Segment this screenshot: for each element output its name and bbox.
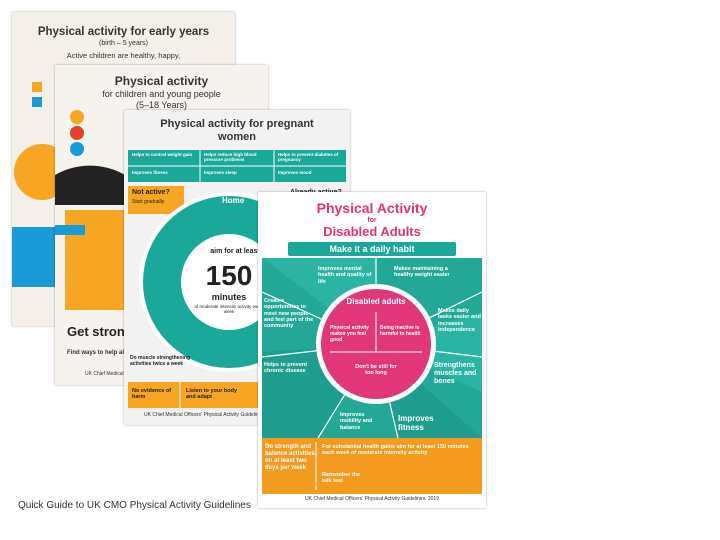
- poster-art: [55, 110, 125, 310]
- ages: (5–18 Years): [135, 100, 188, 110]
- centre-text: Being inactive is harmful to health: [380, 325, 421, 337]
- intensity: of moderate intensity activity every wee…: [194, 304, 264, 315]
- strength: Do strength and balance activities on at…: [265, 444, 315, 471]
- centre-title: Disabled adults: [346, 297, 406, 306]
- segment: Improves mental health and quality of li…: [318, 266, 372, 285]
- title2: Disabled Adults: [323, 224, 421, 239]
- poster-disabled-adults: Physical Activity for Disabled Adults Ma…: [258, 192, 486, 508]
- talk: Remember the talk test: [322, 472, 361, 485]
- caption: Quick Guide to UK CMO Physical Activity …: [18, 500, 251, 511]
- gains: For substantial health gains aim for at …: [322, 444, 469, 457]
- title-for: for: [367, 217, 377, 224]
- home: Home: [222, 196, 245, 205]
- title: Physical activity for pregnant women: [160, 118, 314, 143]
- no-harm: No evidence of harm: [132, 388, 172, 401]
- benefit: Helps reduce high blood pressure problem…: [204, 152, 257, 163]
- segment: Improves mobility and balance: [340, 412, 373, 431]
- benefit: Improves sleep: [204, 170, 237, 175]
- segment: Makes daily tasks easier and increases i…: [438, 308, 481, 333]
- centre-text: Don't be still for too long: [355, 364, 397, 377]
- benefit: Improves fitness: [132, 170, 168, 175]
- segment: Helps to prevent chronic disease: [264, 362, 308, 375]
- muscle: Do muscle strengthening activities twice…: [130, 355, 191, 367]
- poster-art: [261, 242, 483, 494]
- subtitle: (birth – 5 years): [98, 40, 149, 47]
- subtitle: for children and young people: [102, 89, 221, 99]
- heading: Get strong: [67, 324, 133, 339]
- listen: Listen to your body and adapt: [186, 388, 238, 401]
- title: Physical activity for early years: [37, 26, 210, 38]
- benefit: Improves mood: [278, 170, 312, 175]
- segment: Improves fitness: [398, 414, 434, 433]
- minutes: minutes: [211, 292, 247, 302]
- intro: Active children are healthy, happy,: [66, 51, 181, 60]
- segment: Strengthens muscles and bones: [434, 362, 477, 386]
- segment: Makes maintaining a healthy weight easie…: [394, 266, 450, 279]
- tip: Find ways to help all children: [67, 350, 151, 356]
- benefit: Helps to prevent diabetes of pregnancy: [278, 152, 339, 163]
- aim: aim for at least: [210, 248, 260, 255]
- footer: UK Chief Medical Officers' Physical Acti…: [144, 412, 265, 418]
- footer: UK Chief Medical Officers' Physical Acti…: [305, 496, 439, 502]
- title: Physical Activity: [316, 200, 428, 216]
- title: Physical activity: [114, 74, 209, 88]
- minutes-value: 150: [205, 260, 253, 291]
- not-active-tip: Start gradually: [132, 199, 165, 205]
- not-active: Not active?: [132, 189, 170, 196]
- segment: Creates opportunities to meet new people…: [264, 298, 314, 330]
- centre-text: Physical activity makes you feel good: [330, 325, 369, 343]
- banner: Make it a daily habit: [329, 244, 415, 254]
- benefit: Helps to control weight gain: [132, 152, 193, 157]
